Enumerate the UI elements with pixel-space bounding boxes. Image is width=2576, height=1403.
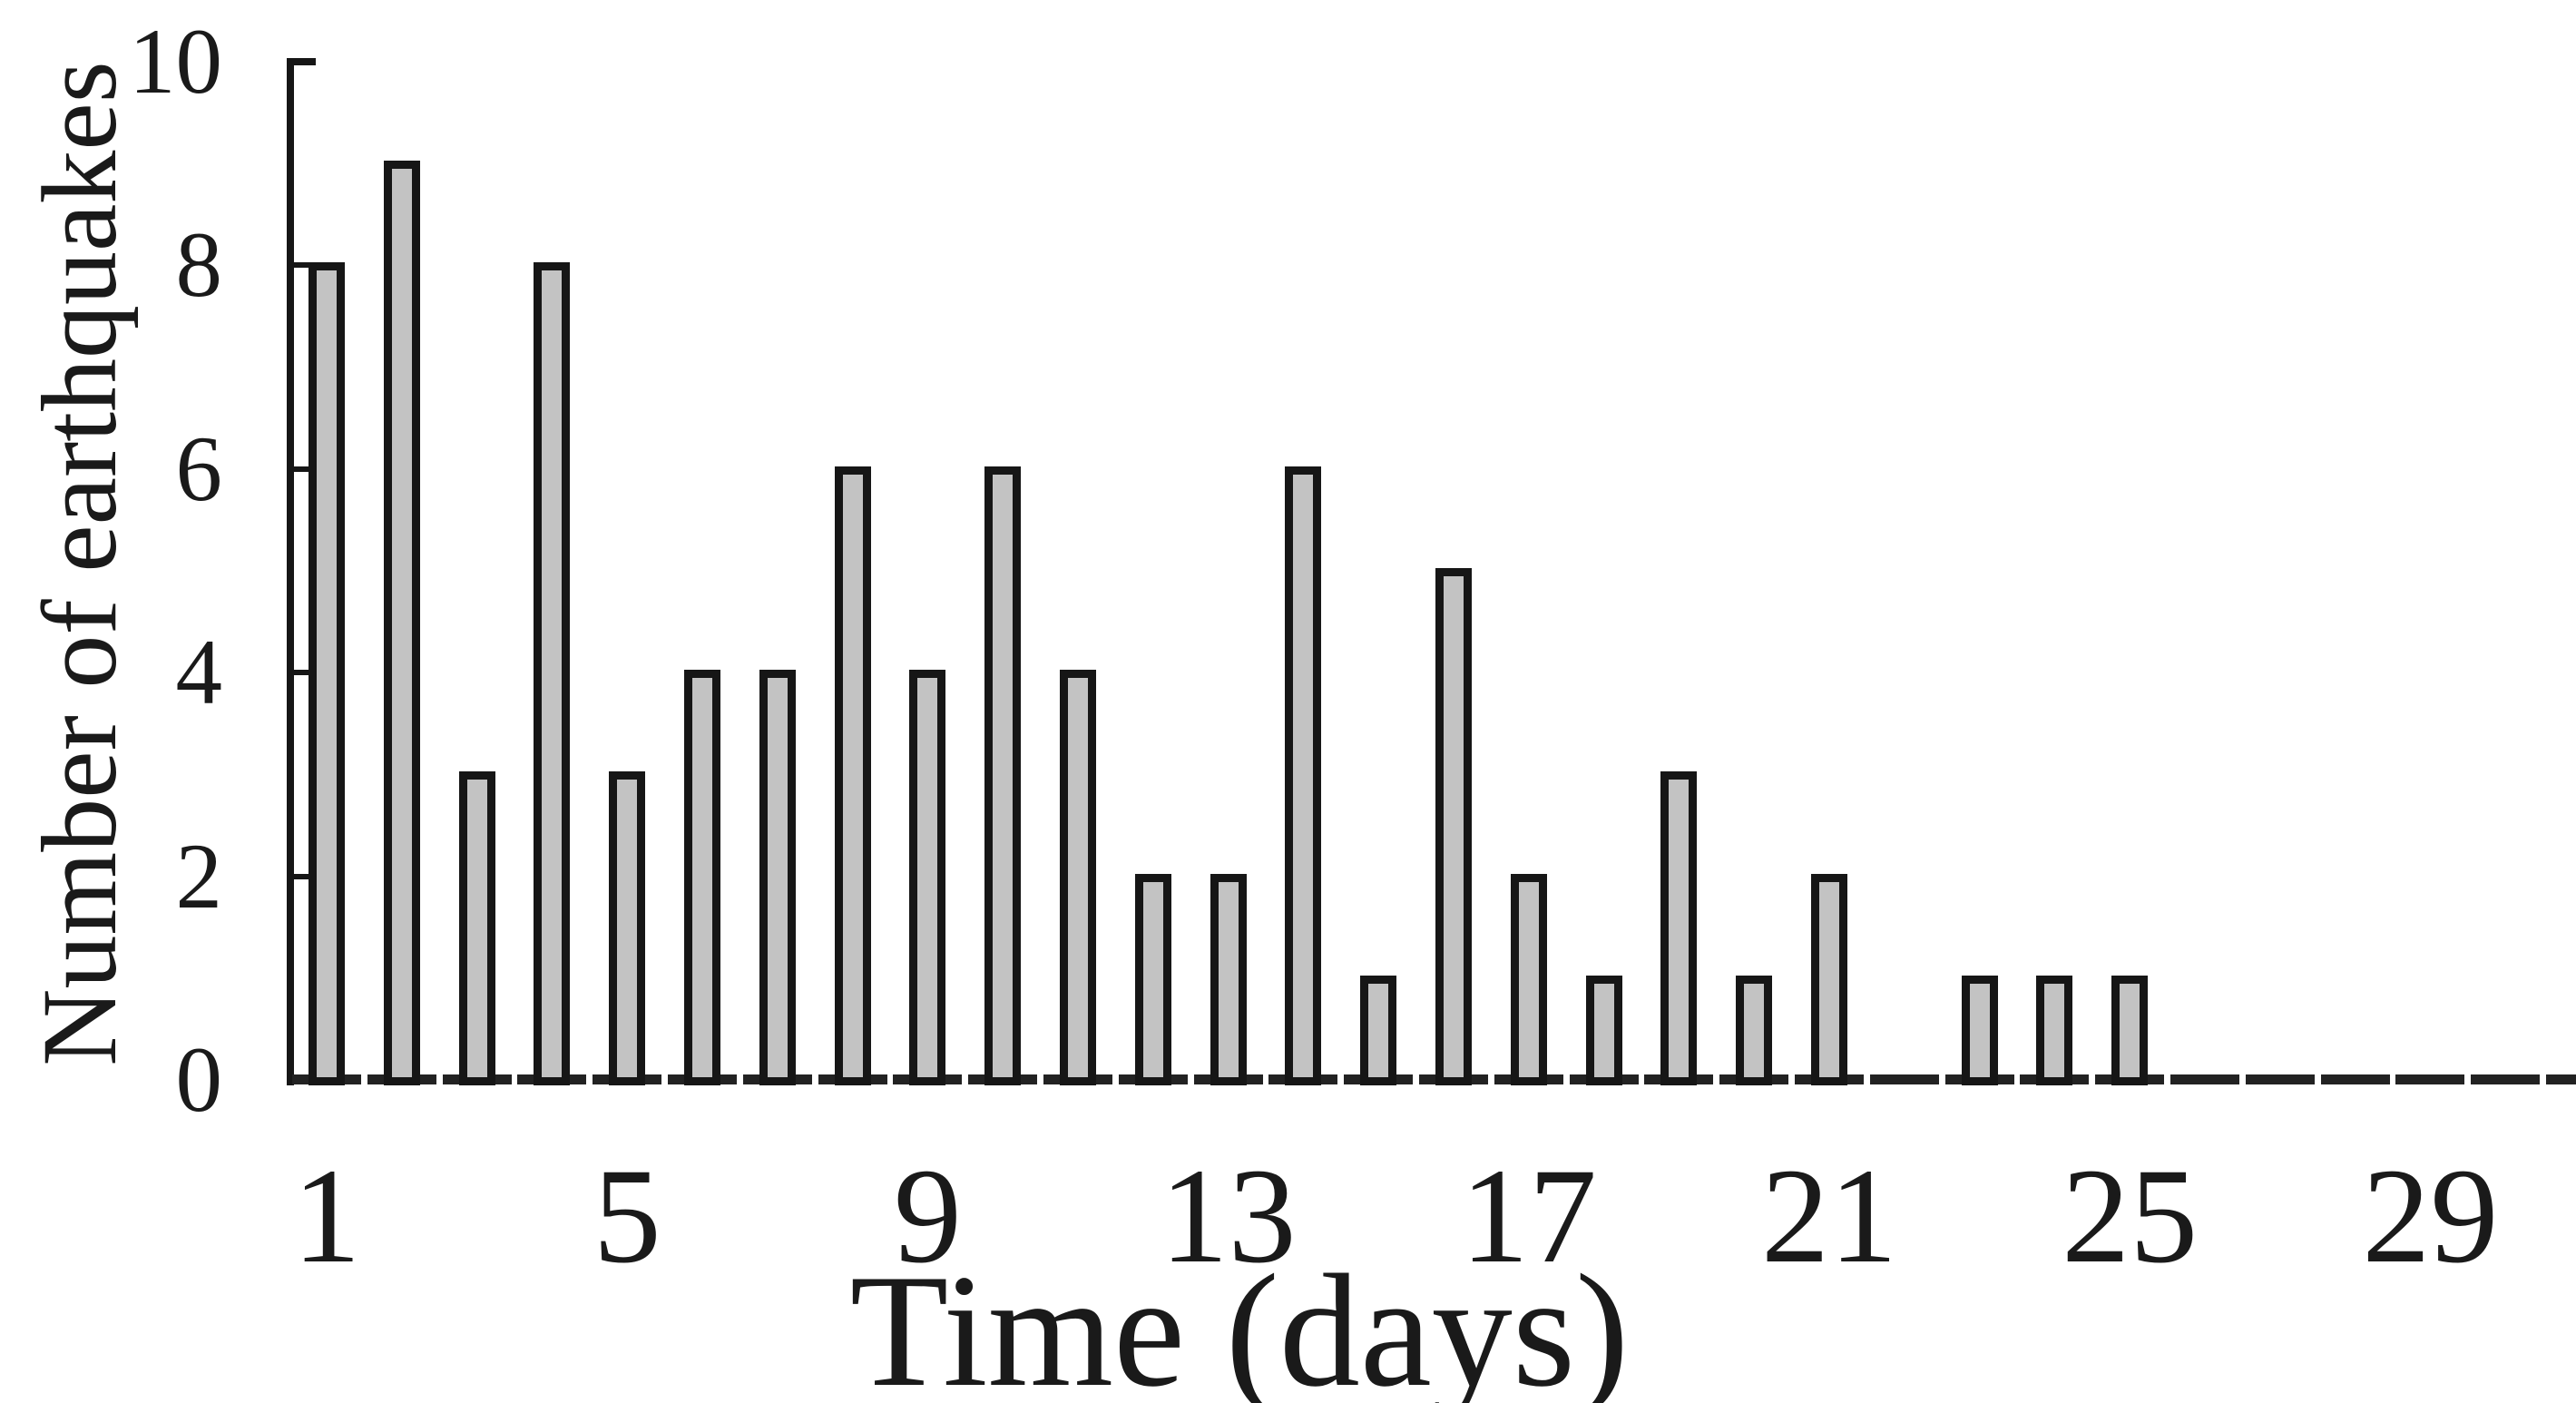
y-axis-line [287, 58, 294, 1085]
y-tick-mark-4 [294, 670, 319, 676]
y-axis-top-cap-tick [287, 58, 316, 65]
bar-day-13 [1210, 874, 1247, 1085]
x-tick-label-21: 21 [1761, 1141, 1897, 1291]
bar-day-24 [2036, 976, 2073, 1085]
y-tick-label-4: 4 [175, 621, 223, 725]
y-tick-label-8: 8 [175, 213, 223, 318]
bar-day-12 [1134, 874, 1171, 1085]
bar-day-7 [759, 670, 796, 1085]
y-tick-label-10: 10 [129, 10, 222, 113]
bar-day-10 [984, 466, 1022, 1085]
bar-day-16 [1435, 568, 1472, 1085]
bar-day-4 [534, 262, 571, 1085]
bar-day-8 [834, 466, 871, 1085]
y-tick-label-6: 6 [175, 417, 223, 521]
baseline-dash [1869, 1074, 1939, 1084]
x-tick-label-17: 17 [1460, 1141, 1597, 1291]
baseline-dash [2395, 1074, 2465, 1084]
bar-day-19 [1660, 771, 1698, 1085]
bar-day-11 [1060, 670, 1096, 1085]
baseline-dash [2546, 1074, 2576, 1084]
bar-day-20 [1736, 976, 1773, 1085]
bar-day-14 [1285, 466, 1322, 1085]
y-tick-label-2: 2 [175, 824, 223, 928]
x-tick-label-1: 1 [292, 1141, 361, 1291]
x-tick-label-25: 25 [2062, 1141, 2199, 1291]
x-axis-title: Time (days) [849, 1241, 1630, 1403]
bar-day-2 [383, 161, 420, 1085]
baseline-dash [2170, 1074, 2239, 1084]
bar-day-18 [1585, 976, 1622, 1085]
baseline-dash [2320, 1074, 2390, 1084]
bar-day-15 [1360, 976, 1397, 1085]
y-tick-mark-8 [294, 262, 319, 269]
baseline-dash [2245, 1074, 2315, 1084]
y-tick-label-0: 0 [175, 1028, 223, 1132]
bar-day-17 [1510, 874, 1547, 1085]
baseline-dash [2471, 1074, 2541, 1084]
bar-day-9 [909, 670, 946, 1085]
bar-day-21 [1811, 874, 1847, 1085]
bar-day-3 [458, 771, 495, 1085]
bar-day-23 [1961, 976, 1998, 1085]
y-axis-title: Number of earthquakes [20, 61, 139, 1066]
x-tick-label-29: 29 [2362, 1141, 2499, 1291]
bar-day-6 [684, 670, 720, 1085]
y-tick-mark-6 [294, 466, 319, 472]
bar-day-1 [309, 262, 345, 1085]
bar-day-5 [609, 771, 646, 1085]
y-tick-mark-2 [294, 873, 319, 879]
x-tick-label-5: 5 [593, 1141, 661, 1291]
bar-day-25 [2111, 976, 2149, 1085]
x-tick-label-9: 9 [893, 1141, 962, 1291]
x-tick-label-13: 13 [1160, 1141, 1297, 1291]
